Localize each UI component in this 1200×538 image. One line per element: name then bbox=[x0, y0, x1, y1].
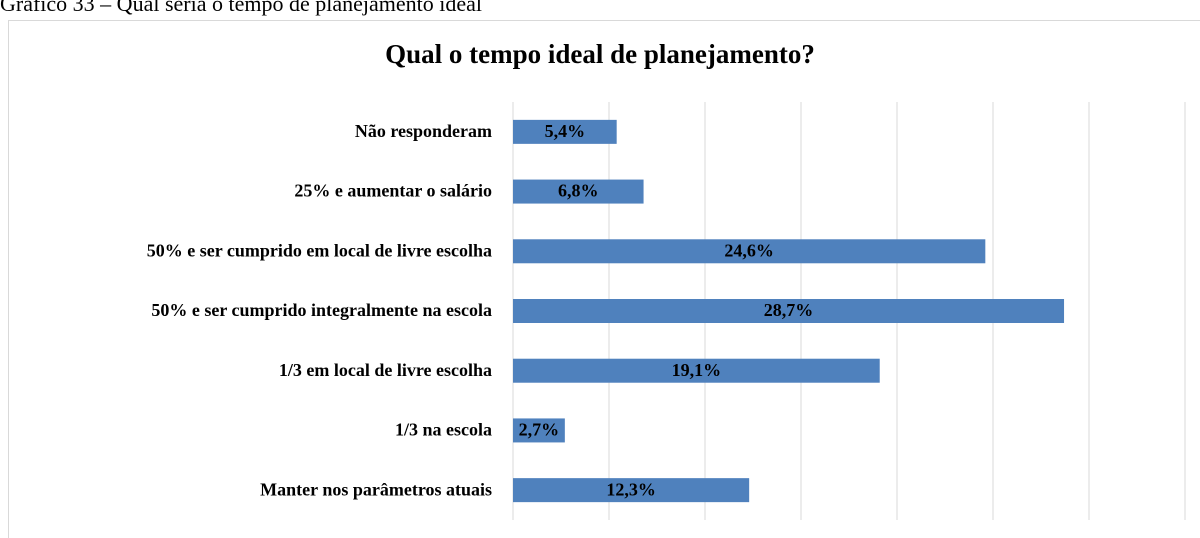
value-label: 19,1% bbox=[672, 360, 722, 380]
bar bbox=[513, 299, 1065, 323]
value-label: 12,3% bbox=[606, 479, 656, 499]
value-label: 24,6% bbox=[724, 240, 774, 260]
bar bbox=[513, 119, 617, 144]
y-tick-label: 50% e ser cumprido em local de livre esc… bbox=[147, 240, 492, 260]
chart-title: Qual o tempo ideal de planejamento? bbox=[385, 39, 815, 69]
y-tick-label: 1/3 em local de livre escolha bbox=[279, 360, 492, 380]
bar bbox=[513, 418, 565, 443]
y-tick-label: 50% e ser cumprido integralmente na esco… bbox=[151, 300, 492, 320]
chart-border bbox=[8, 20, 1200, 538]
value-label: 28,7% bbox=[764, 300, 814, 320]
value-label: 2,7% bbox=[519, 420, 560, 440]
bar bbox=[513, 358, 880, 383]
value-label: 5,4% bbox=[545, 121, 586, 141]
value-label: 6,8% bbox=[558, 181, 599, 201]
bar bbox=[513, 478, 750, 503]
y-tick-label: Manter nos parâmetros atuais bbox=[260, 479, 492, 499]
y-tick-label: Não responderam bbox=[355, 121, 492, 141]
bar bbox=[513, 239, 986, 264]
bar bbox=[513, 179, 644, 204]
caption: Gráfico 33 – Qual seria o tempo de plane… bbox=[0, 0, 482, 16]
y-tick-label: 1/3 na escola bbox=[395, 420, 492, 440]
y-tick-label: 25% e aumentar o salário bbox=[294, 181, 492, 201]
